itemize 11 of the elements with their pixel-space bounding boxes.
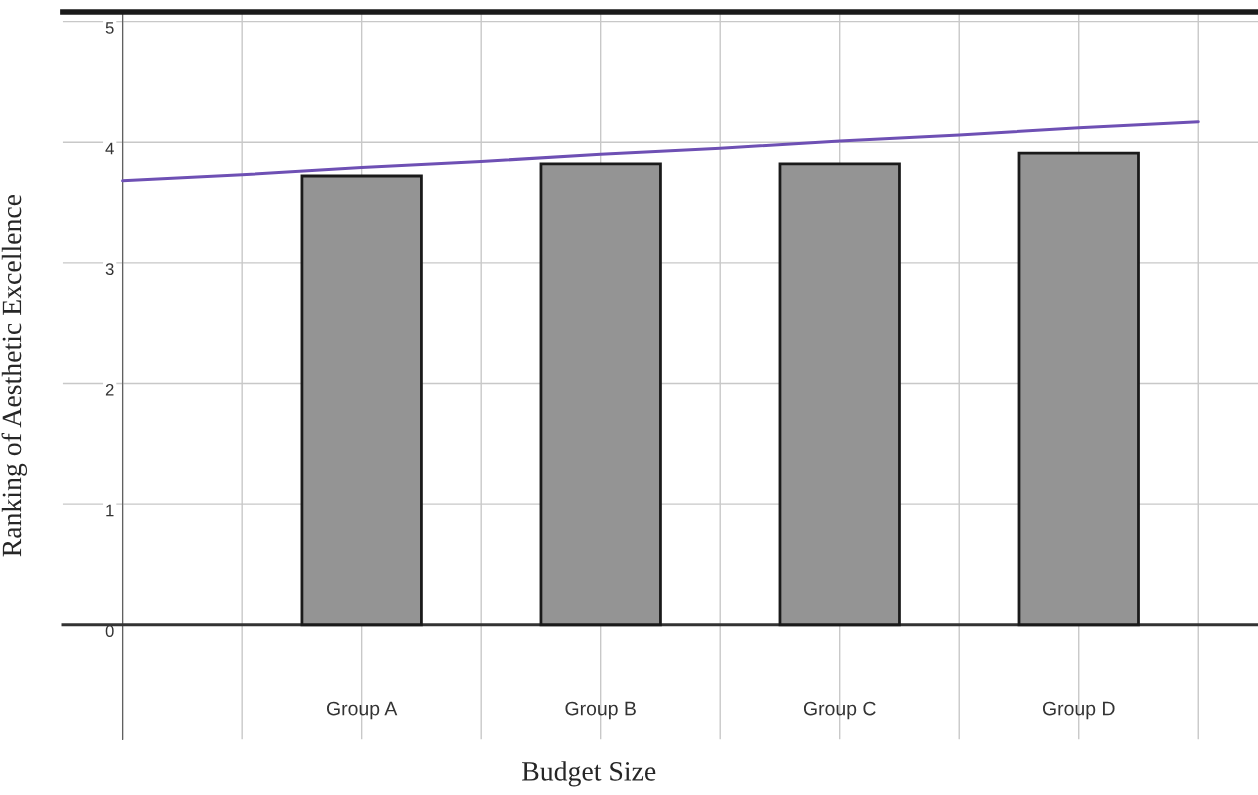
y-axis-title: Ranking of Aesthetic Excellence (1, 194, 28, 557)
y-tick-label: 5 (105, 22, 114, 34)
y-tick-label: 1 (106, 504, 114, 517)
x-axis-title: Budget Size (522, 761, 656, 787)
y-tick-label: 3 (105, 263, 114, 276)
x-tick-label: Group C (803, 701, 876, 720)
x-tick-label: Group B (565, 701, 636, 720)
y-tick-label: 4 (105, 142, 114, 155)
x-tick-label: Group D (1042, 701, 1115, 720)
y-tick-label: 2 (105, 383, 114, 396)
x-tick-label: Group A (326, 701, 398, 720)
